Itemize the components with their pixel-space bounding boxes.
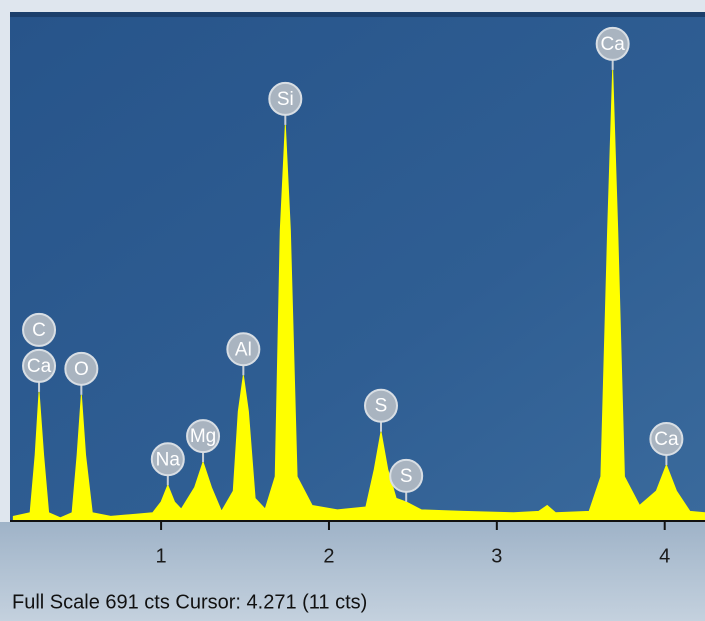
x-tick-label: 1 <box>156 545 167 567</box>
label-badge <box>595 26 630 61</box>
element-label: Si <box>277 89 294 110</box>
element-label: C <box>32 320 46 341</box>
spectrum <box>12 69 705 521</box>
element-label: S <box>375 396 388 417</box>
element-label: Al <box>235 339 252 360</box>
element-label: Ca <box>27 356 52 377</box>
label-badge <box>186 419 221 454</box>
element-label: O <box>74 359 89 380</box>
x-tick-label: 2 <box>323 545 334 567</box>
element-label: Na <box>156 449 181 470</box>
label-badge <box>649 422 684 457</box>
label-badge <box>64 351 99 386</box>
label-badge <box>22 312 57 347</box>
label-badge <box>226 332 261 367</box>
element-label: Mg <box>190 426 216 447</box>
axis-panel <box>0 522 705 621</box>
label-badge <box>22 348 57 383</box>
top-border <box>10 12 705 17</box>
label-badge <box>364 388 399 423</box>
x-tick-label: 4 <box>659 545 670 567</box>
plot-area <box>10 12 705 522</box>
element-label: Ca <box>601 34 626 55</box>
element-label: S <box>400 466 413 487</box>
label-badge <box>389 458 424 493</box>
status-text: Full Scale 691 cts Cursor: 4.271 (11 cts… <box>12 591 367 613</box>
label-badge <box>268 81 303 116</box>
label-badge <box>150 442 185 477</box>
element-label: Ca <box>654 429 679 450</box>
x-tick-label: 3 <box>491 545 502 567</box>
